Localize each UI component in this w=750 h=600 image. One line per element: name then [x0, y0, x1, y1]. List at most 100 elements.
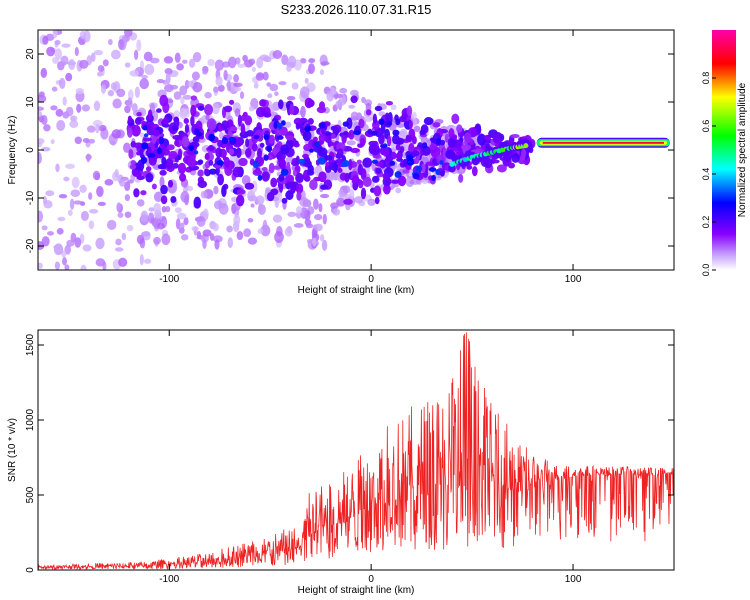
spectrogram-blob — [350, 147, 360, 153]
spectrogram-blob — [147, 109, 153, 120]
spectrogram-blob — [280, 168, 289, 176]
spectrogram-blob — [466, 165, 473, 170]
spectrogram-blob — [161, 233, 171, 246]
spectrogram-blob — [153, 191, 163, 203]
spectrogram-blob — [318, 202, 323, 213]
spectrogram-blob — [329, 141, 335, 147]
spectrogram-blob — [136, 234, 145, 245]
spectrogram-blob — [303, 156, 311, 166]
spectrogram-blob — [207, 144, 215, 152]
spectrogram-blob — [258, 203, 264, 213]
spectrogram-blob — [510, 134, 520, 139]
spectrogram-blob — [159, 94, 169, 107]
spectrogram-blob — [242, 54, 248, 62]
spectrogram-blob — [82, 244, 92, 252]
spectrogram-blob — [71, 176, 80, 189]
spectrogram-blob — [66, 239, 75, 247]
spectrogram-blob — [69, 198, 75, 210]
spectrogram-blob — [382, 172, 391, 180]
spectrogram-blob — [395, 152, 402, 160]
spectrogram-blob — [128, 148, 134, 160]
spectrogram-blob — [278, 174, 285, 182]
spectrogram-blob — [251, 143, 258, 152]
spectrogram-blob — [170, 195, 177, 204]
spectrogram-blob — [374, 105, 383, 112]
spectrogram-blob — [342, 121, 350, 127]
spectrogram-blob — [318, 171, 327, 183]
spectrogram-blob — [523, 143, 529, 149]
spectrogram-blob — [208, 160, 214, 166]
spectrogram-blob — [231, 196, 238, 202]
y-tick-label: 500 — [25, 486, 36, 503]
spectrogram-blob — [379, 144, 388, 149]
spectrogram-blob — [319, 69, 325, 76]
spectrogram-blob — [262, 219, 268, 232]
spectrogram-blob — [321, 239, 328, 251]
spectrogram-blob — [38, 210, 44, 223]
spectrogram-blob — [253, 134, 260, 140]
snr-y-label: SNR (10 * v/v) — [7, 418, 18, 482]
spectrogram-blob — [175, 218, 181, 230]
spectrogram-blob — [312, 237, 317, 247]
spectrogram-blob — [344, 172, 350, 183]
spectrogram-blob — [250, 203, 255, 208]
spectrogram-blob — [319, 234, 325, 242]
spectrogram-blob — [389, 160, 396, 166]
spectrogram-blob — [233, 214, 241, 227]
spectrogram-blob — [162, 148, 171, 156]
spectrogram-blob — [67, 209, 73, 216]
spectrogram-blob — [299, 126, 305, 134]
spectrogram-blob — [212, 222, 219, 232]
y-tick-label: 0 — [25, 147, 36, 153]
spectrogram-blob — [252, 169, 263, 176]
spectrogram-blob — [208, 133, 216, 142]
y-tick-label: 0 — [25, 567, 36, 573]
spectrogram-blob — [259, 54, 270, 61]
spectrogram-blob — [127, 97, 133, 109]
spectrogram-blob — [357, 143, 364, 148]
spectrogram-blob — [152, 129, 160, 137]
spectrogram-blob — [126, 127, 133, 138]
spectrogram-blob — [97, 65, 105, 72]
spectrogram-blob — [93, 100, 101, 111]
spectrogram-blob — [374, 196, 380, 205]
spectrogram-blob — [256, 57, 264, 69]
spectrogram-blob — [45, 190, 55, 197]
colorbar-ticks: 0.0 0.2 0.4 0.6 0.8 — [701, 72, 716, 276]
spectrogram-blob — [95, 237, 105, 250]
spectrogram-blob — [385, 156, 394, 162]
spectrogram-blob — [343, 198, 353, 205]
spectrogram-blob — [269, 83, 279, 92]
y-tick-label: 20 — [25, 48, 36, 60]
spectrogram-blob — [88, 138, 96, 144]
spectrogram-blob — [213, 200, 223, 210]
spectrogram-blob — [61, 43, 71, 48]
spectrogram-blob — [38, 152, 42, 164]
spectrogram-blob — [182, 94, 193, 100]
spectrogram-blob — [390, 179, 400, 184]
spectrogram-blob — [47, 231, 54, 236]
spectrogram-blob — [106, 219, 117, 230]
spectrogram-blob — [65, 72, 73, 82]
spectrogram-blob — [261, 171, 270, 182]
spectrogram-blob — [272, 165, 281, 170]
spectrogram-blob — [229, 126, 238, 132]
spectrogram-blob — [324, 155, 333, 161]
spectrogram-blob — [82, 138, 90, 143]
spectrogram-blob — [317, 157, 326, 165]
spectrogram-blob — [406, 154, 414, 162]
spectrogram-blob — [116, 88, 126, 98]
spectrogram-blob — [160, 195, 168, 205]
spectrogram-blob — [56, 120, 66, 131]
spectrogram-blob — [183, 117, 189, 125]
spectrogram-blob — [114, 247, 124, 252]
spectrogram-blob — [411, 150, 420, 157]
spectrogram-blob — [136, 112, 142, 117]
spectrogram-blob — [180, 234, 189, 241]
spectrogram-blob — [55, 163, 60, 173]
spectrogram-blob — [348, 129, 355, 140]
spectrogram-blob — [295, 183, 304, 194]
spectrogram-blob — [304, 125, 312, 132]
spectrogram-blob — [212, 86, 219, 93]
spectrogram-blob — [196, 215, 206, 227]
